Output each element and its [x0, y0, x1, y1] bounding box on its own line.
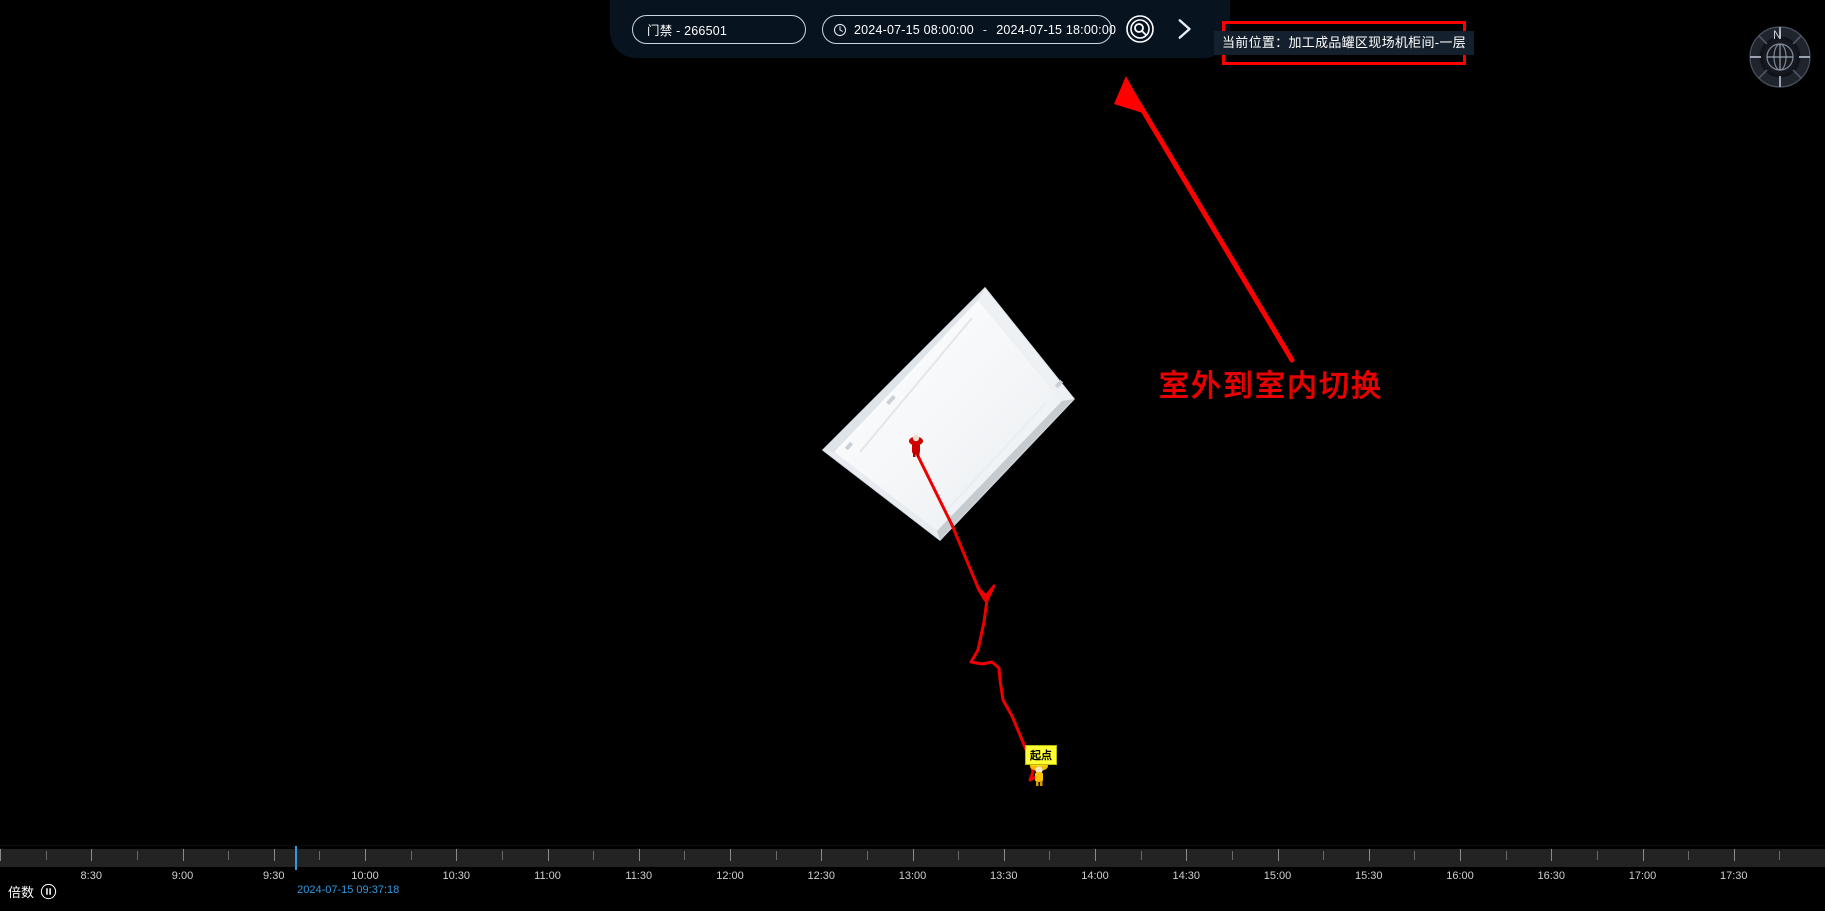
timeline-tick-minor: [136, 851, 138, 860]
timeline-tick: [1186, 849, 1188, 861]
timeline-tick-minor: [1779, 851, 1781, 860]
timeline-tick: [1460, 849, 1461, 861]
playhead-time-label: 2024-07-15 09:37:18: [297, 884, 400, 896]
timeline-tick-minor: [1140, 851, 1142, 860]
timeline-tick-minor: [1505, 851, 1507, 860]
timeline-tick-label: 12:00: [716, 870, 744, 882]
timeline-tick-label: 10:30: [442, 870, 471, 882]
timeline-tick-minor: [1231, 851, 1233, 860]
timeline-tick-label: 11:00: [534, 870, 561, 882]
start-point-label: 起点: [1025, 745, 1057, 765]
time-range-separator: -: [982, 22, 988, 37]
current-location-text: 当前位置：加工成品罐区现场机柜间-一层: [1213, 31, 1475, 55]
current-location-annotation-box: 当前位置：加工成品罐区现场机柜间-一层: [1213, 21, 1475, 65]
top-toolbar: 门禁 - 266501 2024-07-15 08:00:00 - 2024-0…: [610, 0, 1230, 58]
clock-icon: [833, 23, 847, 36]
timeline-tick-minor: [410, 851, 412, 860]
timeline-tick-minor: [1688, 851, 1690, 860]
timeline-tick-minor: [319, 851, 321, 860]
timeline-tick: [730, 849, 731, 861]
timeline-tick: [365, 849, 366, 861]
timeline-tick-minor: [866, 851, 868, 860]
timeline-tick-label: 11:30: [625, 870, 653, 882]
timeline-tick-label: 10:00: [351, 870, 379, 882]
timeline-tick-label: 12:30: [807, 870, 836, 882]
timeline-playhead[interactable]: [295, 846, 298, 870]
timeline-tick-minor: [1049, 851, 1051, 860]
outdoor-indoor-switch-annotation: 室外到室内切换: [1159, 370, 1383, 403]
timeline-tick: [547, 849, 549, 861]
timeline-tick: [1733, 849, 1735, 861]
timeline-tick: [638, 849, 640, 861]
timeline-tick-label: 16:30: [1537, 870, 1566, 882]
timeline-tick-label: 9:30: [263, 870, 285, 882]
timeline-tick-minor: [958, 851, 960, 860]
chevron-right-icon[interactable]: [1170, 16, 1196, 42]
timeline-tick: [912, 849, 914, 861]
timeline-tick-label: 13:30: [989, 870, 1018, 882]
timeline-tick-minor: [45, 851, 47, 860]
timeline-tick-minor: [1414, 851, 1416, 860]
map-scene: [821, 286, 1075, 786]
timeline-tick: [273, 849, 275, 861]
timeline-tick: [1551, 849, 1553, 861]
timeline-tick-label: 14:30: [1172, 870, 1201, 882]
timeline-tick: [1095, 849, 1096, 861]
worker-indoor-marker[interactable]: [909, 434, 923, 457]
timeline-tick-label: 9:00: [171, 870, 194, 882]
timeline-tick-minor: [1323, 851, 1325, 860]
timeline-tick-minor: [501, 851, 503, 860]
timeline-tick: [0, 849, 1, 861]
speed-label: 倍数: [8, 885, 35, 900]
timeline-tick-minor: [1596, 851, 1598, 860]
timeline-tick: [182, 849, 184, 861]
timeline-tick-minor: [775, 851, 777, 860]
playback-timeline[interactable]: 8:30 9:00 9:30 10:00 10:30 11:00 11:30 12:00 12:…: [0, 845, 1825, 911]
time-range-picker[interactable]: 2024-07-15 08:00:00 - 2024-07-15 18:00:0…: [822, 15, 1116, 44]
playback-controls: 倍数: [8, 882, 57, 901]
pause-icon[interactable]: [40, 883, 57, 900]
timeline-tick: [91, 849, 93, 861]
timeline-tick: [1277, 849, 1279, 861]
timeline-tick-label: 14:00: [1081, 870, 1109, 882]
timeline-tick: [1003, 849, 1005, 861]
timeline-tick: [1368, 849, 1370, 861]
timeline-tick: [821, 849, 823, 861]
timeline-tick-label: 16:00: [1446, 870, 1474, 882]
compass-north-label: N: [1773, 28, 1782, 42]
indoor-floorplan[interactable]: [821, 286, 1075, 542]
device-selector[interactable]: 门禁 - 266501: [632, 15, 806, 44]
timeline-tick-label: 15:30: [1354, 870, 1383, 882]
timeline-tick-label: 8:30: [80, 870, 102, 882]
locate-target-icon[interactable]: [1124, 13, 1156, 45]
time-range-start: 2024-07-15 08:00:00: [854, 22, 974, 37]
time-range-end: 2024-07-15 18:00:00: [996, 22, 1117, 37]
timeline-tick-label: 17:30: [1719, 870, 1748, 882]
timeline-tick-minor: [228, 851, 230, 860]
timeline-tick-label: 17:00: [1628, 870, 1657, 882]
timeline-tick-label: 13:00: [898, 870, 927, 882]
map-canvas[interactable]: 起点: [0, 0, 1825, 845]
timeline-tick: [456, 849, 458, 861]
device-selector-value: 门禁 - 266501: [647, 24, 728, 38]
timeline-tick: [1642, 849, 1644, 861]
timeline-tick-minor: [593, 851, 595, 860]
compass-control[interactable]: [1743, 20, 1817, 94]
timeline-tick-minor: [684, 851, 686, 860]
timeline-tick-label: 15:00: [1263, 870, 1292, 882]
